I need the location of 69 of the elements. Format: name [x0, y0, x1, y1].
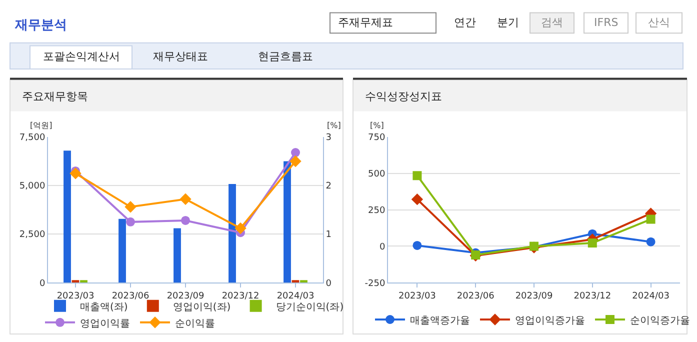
y2-axis-title: [%]: [327, 121, 341, 130]
text: 재무상태표: [153, 50, 208, 63]
y-tick-label: 500: [368, 170, 386, 180]
y-tick-label: -250: [364, 278, 386, 289]
y2-tick-label: 1: [326, 230, 332, 240]
point: [124, 201, 136, 213]
y-tick-label: 2,500: [19, 230, 46, 240]
chart-title: 주요재무항목: [22, 90, 88, 103]
x-tick-label: 2024/03: [632, 291, 670, 302]
x-tick-label: 2024/03: [276, 291, 314, 302]
x-tick-label: 2023/12: [222, 291, 260, 302]
legend-label: 영업이익률: [80, 318, 130, 330]
x-tick-label: 2023/03: [56, 291, 94, 302]
point: [411, 193, 424, 206]
legend-label: 매출액증가율: [410, 315, 470, 326]
text: 현금흐름표: [258, 50, 313, 63]
y-tick-label: 7,500: [19, 133, 46, 144]
bar: [228, 184, 236, 283]
y-tick-label: 0: [379, 242, 386, 252]
text: IFRS: [594, 16, 618, 29]
bar: [64, 150, 71, 283]
text: 연간: [454, 16, 476, 29]
bar: [118, 218, 126, 283]
point: [646, 214, 656, 224]
text: 포괄손익계산서: [43, 50, 120, 63]
point: [181, 216, 190, 225]
x-tick-label: 2023/12: [574, 291, 612, 302]
text: 분기: [497, 16, 519, 29]
point: [588, 238, 597, 248]
y-axis-title: [억원]: [30, 121, 52, 130]
point: [234, 222, 246, 234]
legend-label: 순이익률: [175, 318, 215, 330]
x-tick-label: 2023/03: [398, 291, 436, 302]
text: 주재무제표: [338, 16, 393, 29]
point: [126, 217, 135, 226]
text: 검색: [541, 16, 563, 29]
y-tick-label: 5,000: [19, 182, 46, 192]
y2-tick-label: 0: [326, 278, 332, 289]
point: [180, 193, 192, 205]
legend-label: 영업이익증가율: [515, 315, 585, 326]
y-tick-label: 0: [39, 278, 46, 289]
bar: [300, 280, 308, 283]
point: [412, 171, 422, 180]
point: [290, 155, 302, 168]
x-tick-label: 2023/09: [515, 291, 553, 302]
legend-label: 매출액(좌): [80, 302, 128, 313]
x-tick-label: 2023/09: [166, 291, 204, 302]
x-tick-label: 2023/06: [456, 291, 495, 302]
chart-title: 수익성장성지표: [365, 90, 442, 103]
bar: [284, 161, 291, 283]
bar: [80, 280, 88, 283]
legend-label: 영업이익(좌): [172, 302, 231, 313]
legend-label: 순이익증가율: [630, 315, 690, 326]
bar: [174, 228, 181, 283]
legend-label: 당기순이익(좌): [276, 302, 344, 313]
bar: [292, 280, 300, 283]
point: [646, 237, 656, 246]
bar: [72, 280, 80, 283]
point: [291, 148, 300, 158]
y-tick-label: 250: [368, 206, 386, 216]
y2-tick-label: 3: [326, 133, 332, 144]
y2-tick-label: 2: [326, 182, 332, 192]
x-tick-label: 2023/06: [112, 291, 150, 302]
text: 산식: [648, 16, 670, 29]
y-tick-label: 750: [368, 133, 386, 144]
point: [412, 240, 422, 250]
point: [70, 168, 82, 180]
y-axis-title: [%]: [370, 121, 384, 130]
text: 재무분석: [14, 18, 67, 33]
